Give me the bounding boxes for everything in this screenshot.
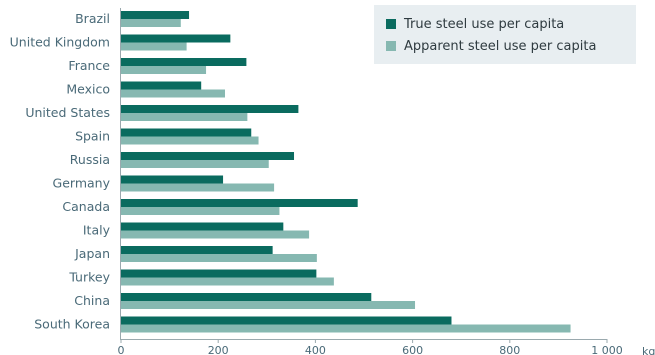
legend-swatch-true bbox=[386, 19, 396, 29]
x-axis-unit-label: kg bbox=[642, 345, 655, 355]
bar-apparent-united-states bbox=[121, 113, 248, 121]
bar-true-russia bbox=[121, 152, 295, 160]
category-label-germany: Germany bbox=[53, 176, 111, 191]
bar-apparent-united-kingdom bbox=[121, 42, 187, 51]
bar-true-japan bbox=[121, 246, 273, 254]
legend-label-true: True steel use per capita bbox=[403, 17, 564, 32]
legend-swatch-apparent bbox=[386, 41, 396, 51]
bar-apparent-france bbox=[121, 66, 207, 74]
category-label-turkey: Turkey bbox=[68, 270, 110, 285]
x-tick-label-1000: 1 000 bbox=[591, 344, 623, 355]
category-label-france: France bbox=[68, 58, 110, 73]
bar-true-canada bbox=[121, 199, 358, 207]
bar-true-spain bbox=[121, 128, 252, 137]
category-label-united-states: United States bbox=[25, 105, 110, 120]
category-label-united-kingdom: United Kingdom bbox=[10, 35, 110, 50]
bar-true-france bbox=[121, 58, 247, 66]
bar-true-italy bbox=[121, 222, 284, 231]
bar-apparent-canada bbox=[121, 207, 280, 215]
bar-true-turkey bbox=[121, 269, 317, 278]
category-label-brazil: Brazil bbox=[75, 11, 110, 26]
category-label-mexico: Mexico bbox=[66, 82, 110, 97]
bar-true-united-states bbox=[121, 105, 299, 113]
category-label-china: China bbox=[74, 293, 110, 308]
category-label-canada: Canada bbox=[62, 199, 110, 214]
x-tick-label-0: 0 bbox=[118, 344, 125, 355]
bar-apparent-china bbox=[121, 301, 416, 309]
bar-apparent-japan bbox=[121, 254, 317, 262]
bar-apparent-south-korea bbox=[121, 324, 571, 333]
bar-apparent-mexico bbox=[121, 89, 226, 98]
legend-background bbox=[374, 5, 636, 64]
bar-true-united-kingdom bbox=[121, 34, 231, 43]
x-tick-label-800: 800 bbox=[499, 344, 520, 355]
bars bbox=[121, 11, 571, 333]
category-label-south-korea: South Korea bbox=[34, 317, 110, 332]
bar-true-germany bbox=[121, 175, 224, 184]
x-axis: kg 0 200 400 600 800 1 000 bbox=[118, 8, 655, 355]
category-label-italy: Italy bbox=[83, 223, 111, 238]
legend-label-apparent: Apparent steel use per capita bbox=[404, 39, 596, 54]
bar-apparent-turkey bbox=[121, 277, 334, 286]
bar-true-mexico bbox=[121, 81, 202, 90]
category-label-spain: Spain bbox=[75, 129, 110, 144]
x-tick-label-600: 600 bbox=[402, 344, 423, 355]
x-tick-label-400: 400 bbox=[305, 344, 326, 355]
legend: True steel use per capita Apparent steel… bbox=[374, 5, 636, 64]
bar-apparent-italy bbox=[121, 230, 310, 239]
bar-apparent-russia bbox=[121, 160, 269, 168]
bar-apparent-germany bbox=[121, 183, 275, 192]
category-labels: Brazil United Kingdom France Mexico United S… bbox=[10, 11, 111, 332]
category-label-japan: Japan bbox=[74, 246, 110, 261]
bar-apparent-spain bbox=[121, 136, 259, 145]
bar-true-brazil bbox=[121, 11, 190, 19]
category-label-russia: Russia bbox=[70, 152, 110, 167]
bar-apparent-brazil bbox=[121, 19, 181, 27]
bar-true-china bbox=[121, 293, 372, 301]
bar-true-south-korea bbox=[121, 316, 452, 325]
x-tick-label-200: 200 bbox=[208, 344, 229, 355]
